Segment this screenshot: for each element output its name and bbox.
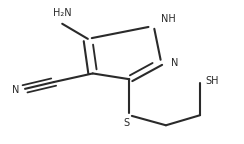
Text: NH: NH	[161, 14, 176, 24]
Text: N: N	[171, 58, 178, 68]
Text: H₂N: H₂N	[53, 8, 71, 18]
Text: SH: SH	[205, 76, 218, 86]
Text: S: S	[123, 118, 130, 128]
Text: N: N	[12, 85, 20, 95]
